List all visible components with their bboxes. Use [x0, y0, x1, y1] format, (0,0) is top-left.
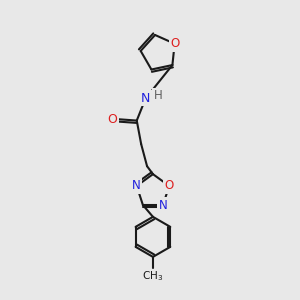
Text: N: N — [159, 199, 167, 212]
Text: O: O — [108, 112, 118, 126]
Text: N: N — [132, 179, 141, 192]
Text: O: O — [170, 37, 179, 50]
Text: N: N — [141, 92, 150, 105]
Text: O: O — [165, 179, 174, 192]
Text: CH$_3$: CH$_3$ — [142, 269, 164, 283]
Text: H: H — [154, 89, 162, 102]
